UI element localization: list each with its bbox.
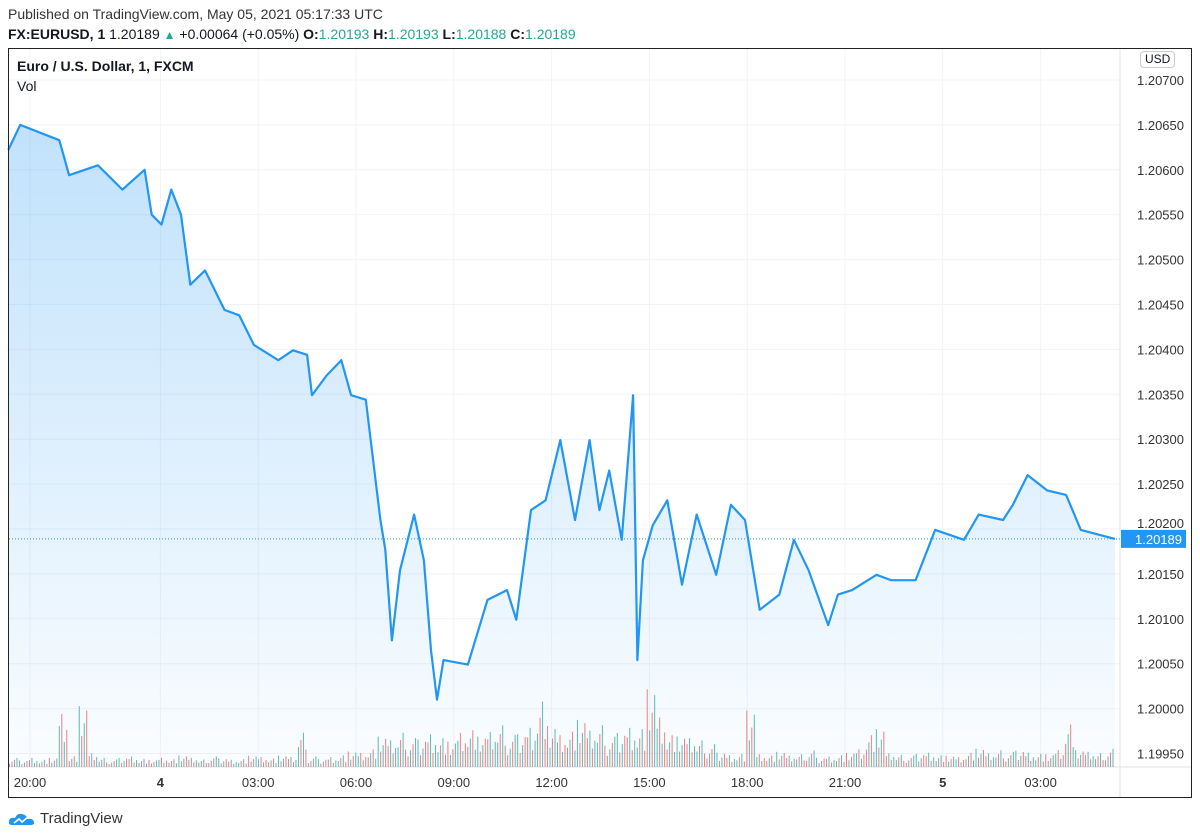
y-tick-label: 1.20350 (1137, 387, 1184, 402)
y-tick-label: 1.20000 (1137, 702, 1184, 717)
x-tick-label: 5 (939, 775, 946, 790)
low-label: L: (442, 26, 456, 42)
cloud-icon (8, 813, 35, 825)
y-tick-label: 1.20450 (1137, 298, 1184, 313)
chart-legend: Euro / U.S. Dollar, 1, FXCM Vol (17, 58, 194, 94)
x-tick-label: 20:00 (14, 775, 47, 790)
y-tick-label: 1.20500 (1137, 253, 1184, 268)
legend-volume: Vol (17, 78, 37, 94)
high-label: H: (373, 26, 389, 42)
x-tick-label: 09:00 (438, 775, 471, 790)
x-tick-label: 03:00 (1024, 775, 1057, 790)
currency-button[interactable]: USD (1140, 51, 1176, 68)
y-tick-label: 1.20250 (1137, 477, 1184, 492)
legend-title: Euro / U.S. Dollar, 1, FXCM (17, 58, 194, 74)
symbol-name: FX:EURUSD, 1 (8, 26, 106, 42)
close-value: 1.20189 (525, 26, 576, 42)
x-tick-label: 4 (157, 775, 165, 790)
close-label: C: (510, 26, 526, 42)
price-change: +0.00064 (+0.05%) (179, 26, 300, 42)
chart-frame (8, 48, 1192, 798)
symbol-header: FX:EURUSD, 1 1.20189 ▲ +0.00064 (+0.05%)… (8, 26, 576, 42)
y-tick-label: 1.20300 (1137, 432, 1184, 447)
last-price-badge (1121, 529, 1186, 548)
y-tick-label: 1.20550 (1137, 208, 1184, 223)
price-area (8, 124, 1116, 767)
y-tick-label: 1.20600 (1137, 163, 1184, 178)
x-tick-label: 15:00 (633, 775, 666, 790)
x-tick-label: 18:00 (731, 775, 764, 790)
x-tick-label: 12:00 (535, 775, 568, 790)
y-tick-label: 1.20150 (1137, 567, 1184, 582)
high-value: 1.20193 (388, 26, 439, 42)
y-tick-label: 1.20050 (1137, 657, 1184, 672)
x-tick-label: 06:00 (340, 775, 373, 790)
open-value: 1.20193 (318, 26, 370, 42)
y-tick-label: 1.19950 (1137, 747, 1184, 762)
price-line (7, 123, 1116, 701)
tradingview-logo[interactable]: TradingView (8, 810, 123, 827)
y-tick-label: 1.20400 (1137, 342, 1184, 357)
y-tick-label: 1.20200 (1137, 516, 1184, 531)
x-tick-label: 03:00 (242, 775, 275, 790)
last-price: 1.20189 (109, 26, 160, 42)
x-tick-label: 21:00 (829, 775, 862, 790)
y-tick-label: 1.20700 (1137, 73, 1184, 88)
brand-name: TradingView (40, 810, 123, 827)
y-tick-label: 1.20650 (1137, 118, 1184, 133)
last-price-label: 1.20189 (1135, 532, 1182, 547)
published-info: Published on TradingView.com, May 05, 20… (8, 6, 383, 22)
open-label: O: (303, 26, 319, 42)
triangle-up-icon: ▲ (163, 28, 176, 42)
y-tick-label: 1.20100 (1137, 612, 1184, 627)
low-value: 1.20188 (455, 26, 507, 42)
